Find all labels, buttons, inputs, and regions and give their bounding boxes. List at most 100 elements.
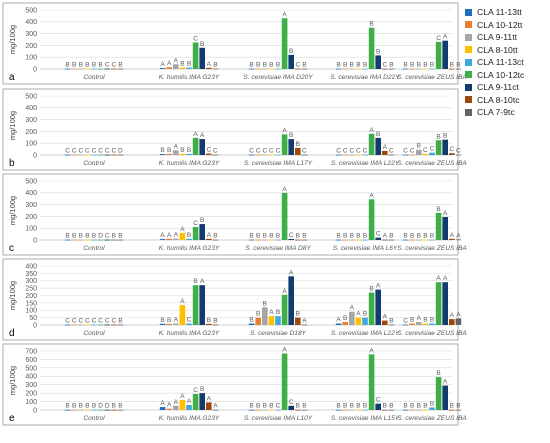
significance-label: A — [369, 347, 374, 354]
y-tick-label: 400 — [25, 190, 37, 197]
significance-label: A — [200, 132, 205, 139]
bar — [375, 403, 381, 410]
significance-label: B — [336, 233, 340, 240]
significance-label: A — [456, 232, 461, 239]
significance-label: B — [423, 62, 427, 69]
bar — [111, 68, 117, 70]
legend-item: CLA 9-11tt — [465, 31, 549, 44]
significance-label: A — [356, 311, 361, 318]
significance-label: B — [376, 131, 380, 138]
significance-label: B — [276, 62, 280, 69]
bar — [268, 239, 275, 241]
significance-label: B — [118, 62, 122, 69]
bar — [84, 324, 91, 326]
bar — [199, 393, 205, 410]
bar — [422, 323, 429, 325]
significance-label: C — [193, 35, 198, 42]
significance-label: C — [436, 35, 441, 42]
bar — [335, 323, 342, 325]
significance-label: B — [363, 233, 367, 240]
significance-label: A — [187, 398, 192, 405]
bar — [97, 68, 104, 70]
significance-label: B — [65, 233, 69, 240]
bar — [388, 409, 395, 411]
bar — [166, 408, 172, 410]
bar — [111, 409, 117, 411]
significance-label: A — [456, 311, 461, 318]
significance-label: B — [193, 278, 197, 285]
bar — [117, 68, 124, 70]
bar — [349, 311, 355, 325]
significance-label: B — [167, 147, 171, 154]
significance-label: B — [350, 62, 354, 69]
legend-swatch — [465, 108, 472, 116]
bar — [104, 68, 110, 70]
bar — [368, 133, 375, 155]
panel-letter: b — [9, 158, 15, 169]
significance-label: A — [160, 61, 165, 68]
y-tick-label: 0 — [33, 66, 37, 73]
bar — [84, 409, 91, 411]
bar — [78, 68, 84, 70]
significance-label: A — [443, 34, 448, 41]
bar — [166, 67, 172, 69]
significance-label: C — [98, 148, 103, 155]
significance-label: A — [369, 192, 374, 199]
significance-label: A — [174, 57, 179, 64]
category-label: Control — [83, 245, 105, 252]
bar — [349, 409, 355, 411]
bar — [281, 294, 288, 325]
bar — [295, 147, 301, 155]
bar — [449, 319, 455, 325]
significance-label: D — [118, 148, 123, 155]
legend-item: CLA 7-9tc — [465, 106, 549, 119]
bar — [206, 67, 212, 69]
bar — [362, 409, 368, 411]
bar — [288, 54, 294, 69]
bar — [91, 409, 97, 411]
significance-label: C — [92, 318, 97, 325]
bar — [275, 409, 281, 411]
legend-swatch — [465, 33, 472, 41]
bar — [429, 152, 435, 155]
bar — [91, 324, 97, 326]
significance-label: C — [105, 62, 110, 69]
bar — [111, 154, 117, 156]
significance-label: C — [85, 148, 90, 155]
bar — [388, 68, 395, 70]
significance-label: C — [98, 318, 103, 325]
bar — [449, 153, 455, 155]
significance-label: B — [207, 317, 211, 324]
significance-label: B — [79, 233, 83, 240]
bar — [248, 409, 255, 411]
bar — [342, 409, 348, 411]
significance-label: A — [282, 11, 287, 18]
bar — [159, 407, 166, 410]
bar — [402, 324, 409, 326]
category-label: S. cerevisiae IMA L6Y — [333, 245, 398, 252]
significance-label: C — [269, 148, 274, 155]
significance-label: B — [269, 233, 273, 240]
legend: CLA 11-13tt CLA 10-12tt CLA 9-11tt CLA 8… — [465, 6, 549, 119]
bar — [186, 323, 192, 325]
bar — [97, 239, 104, 241]
bar — [435, 41, 442, 69]
significance-label: B — [79, 403, 83, 410]
bar — [91, 239, 97, 241]
bar — [382, 150, 388, 155]
y-tick-label: 100 — [25, 399, 37, 406]
significance-label: B — [249, 233, 253, 240]
significance-label: B — [180, 147, 184, 154]
significance-label: B — [200, 217, 204, 224]
y-tick-label: 300 — [25, 31, 37, 38]
bar — [442, 40, 448, 69]
significance-label: B — [410, 317, 414, 324]
panel-letter: c — [9, 243, 14, 254]
bar — [117, 239, 124, 241]
significance-label: B — [430, 62, 434, 69]
bar — [301, 409, 308, 411]
bar — [248, 323, 255, 325]
bar — [199, 139, 205, 155]
bar — [335, 409, 342, 411]
